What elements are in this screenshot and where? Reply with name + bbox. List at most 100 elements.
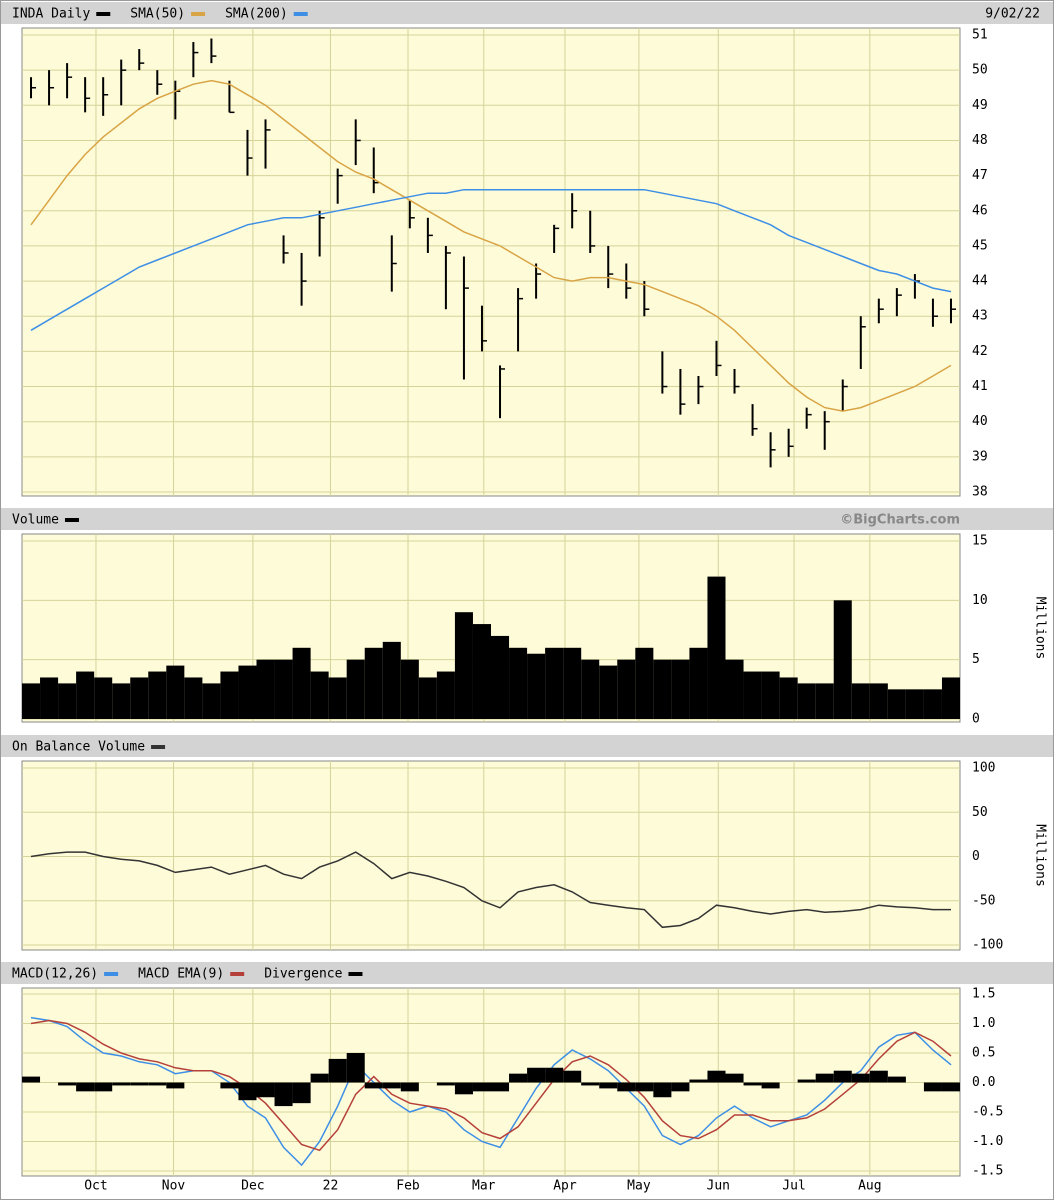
bar [76, 671, 95, 719]
legend-swatch [151, 745, 166, 749]
bar [22, 1076, 41, 1083]
bar [436, 1082, 455, 1086]
bar [256, 659, 275, 719]
bar [527, 653, 546, 719]
legend-swatch [191, 12, 206, 16]
bar [202, 683, 221, 719]
y-tick-label: 45 [972, 238, 988, 253]
y-axis-label: Millions [1033, 597, 1048, 660]
bar [238, 665, 257, 719]
series-line [30, 188, 952, 331]
bar [112, 683, 131, 719]
x-tick-label: Oct [84, 1179, 107, 1194]
bar [364, 1082, 383, 1089]
bar [328, 677, 347, 719]
bar [689, 1079, 708, 1083]
bar [400, 659, 419, 719]
bar [671, 659, 690, 719]
bar [941, 1082, 960, 1092]
bar [905, 689, 924, 719]
bar [58, 683, 77, 719]
bar [436, 671, 455, 719]
series-line [30, 79, 952, 412]
bar [617, 1082, 636, 1092]
bar [472, 624, 491, 719]
bar [725, 1073, 744, 1083]
legend-label: SMA(50) [130, 7, 185, 22]
y-tick-label: 46 [972, 203, 988, 218]
bar [545, 647, 564, 719]
y-tick-label: 43 [972, 309, 988, 324]
bar [292, 647, 311, 719]
bar [148, 1082, 167, 1086]
bar [887, 1076, 906, 1083]
bar [40, 677, 59, 719]
y-tick-label: 44 [972, 274, 988, 289]
bar [761, 1082, 780, 1089]
bar [563, 1070, 582, 1083]
legend-swatch [104, 972, 119, 976]
bar [58, 1082, 77, 1086]
y-tick-label: 48 [972, 133, 988, 148]
legend-label: Volume [12, 513, 59, 528]
x-tick-label: 22 [323, 1179, 339, 1194]
y-tick-label: 51 [972, 28, 988, 43]
x-tick-label: Jun [707, 1179, 730, 1194]
bar [472, 1082, 491, 1092]
x-tick-label: Jul [782, 1179, 805, 1194]
legend-swatch [230, 972, 245, 976]
bar [887, 689, 906, 719]
bar [779, 677, 798, 719]
legend-label: SMA(200) [225, 7, 288, 22]
bar [599, 665, 618, 719]
bar [653, 659, 672, 719]
y-tick-label: 41 [972, 379, 988, 394]
bar [851, 683, 870, 719]
bar [454, 1082, 473, 1095]
y-tick-label: 0 [972, 849, 980, 864]
legend-swatch [64, 518, 79, 522]
bar [400, 1082, 419, 1092]
bar [220, 671, 239, 719]
x-tick-label: Feb [396, 1179, 420, 1194]
y-tick-label: 100 [972, 761, 995, 776]
bar [220, 1082, 239, 1089]
bar [184, 677, 203, 719]
bar [382, 1082, 401, 1089]
legend-label: MACD EMA(9) [138, 967, 224, 982]
bar [22, 683, 41, 719]
bar [292, 1082, 311, 1104]
bar [346, 659, 365, 719]
y-tick-label: -1.0 [972, 1134, 1003, 1149]
bar [310, 1073, 329, 1083]
bar [274, 1082, 293, 1107]
bar [635, 647, 654, 719]
legend-label: INDA Daily [12, 7, 90, 22]
bar [635, 1082, 654, 1092]
y-tick-label: 50 [972, 63, 988, 78]
legend-swatch [293, 12, 308, 16]
bar [238, 1082, 257, 1101]
date-label: 9/02/22 [985, 7, 1040, 22]
y-tick-label: -100 [972, 938, 1003, 953]
bar [743, 671, 762, 719]
panel-header [1, 735, 1053, 757]
panel-header [1, 2, 1053, 24]
bar [274, 659, 293, 719]
y-tick-label: 1.5 [972, 987, 995, 1002]
plot-area [21, 760, 961, 951]
y-tick-label: 5 [972, 652, 980, 667]
bar [256, 1082, 275, 1098]
bar [689, 647, 708, 719]
bar [833, 600, 852, 719]
panel-header [1, 962, 1053, 984]
bar [851, 1073, 870, 1083]
credit: ©BigCharts.com [840, 513, 960, 528]
bar [869, 683, 888, 719]
bar [581, 659, 600, 719]
y-tick-label: 0 [972, 712, 980, 727]
y-tick-label: 47 [972, 168, 988, 183]
bar [797, 1079, 816, 1083]
series-line [30, 851, 951, 929]
